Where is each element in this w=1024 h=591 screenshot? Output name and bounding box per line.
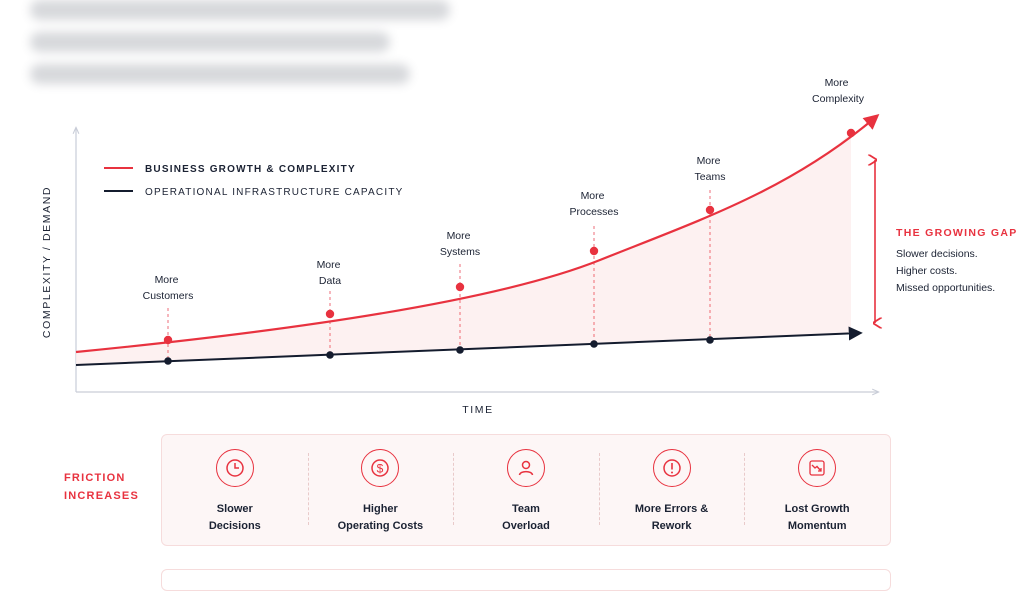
chart-down-icon: [798, 449, 837, 487]
capacity-point: [590, 340, 598, 348]
next-section-edge: [161, 569, 891, 591]
growth-curve: [75, 114, 880, 354]
capacity-point: [706, 336, 714, 344]
gap-line: Missed opportunities.: [896, 282, 996, 294]
growth-point: [846, 128, 856, 138]
growth-points: [163, 128, 856, 345]
capacity-point: [164, 357, 172, 365]
impact-errors-rework: More Errors & Rework: [598, 435, 745, 545]
blurred-header: [30, 0, 450, 96]
impact-higher-costs: $ Higher Operating Costs: [307, 435, 454, 545]
impact-label: Slower Decisions: [208, 503, 261, 532]
legend: BUSINESS GROWTH & COMPLEXITY OPERATIONAL…: [104, 164, 404, 198]
impact-lost-momentum: Lost Growth Momentum: [744, 435, 890, 545]
capacity-point: [326, 351, 334, 359]
annotation-systems: More Systems: [440, 230, 480, 258]
legend-label-capacity: OPERATIONAL INFRASTRUCTURE CAPACITY: [145, 187, 404, 198]
growth-point: [705, 205, 715, 215]
alert-icon: [652, 449, 691, 487]
annotation-teams: More Teams: [695, 155, 726, 183]
gap-line: Slower decisions.: [896, 248, 978, 260]
impact-label: Higher Operating Costs: [337, 503, 424, 532]
y-axis-label: COMPLEXITY / DEMAND: [41, 186, 53, 338]
capacity-point: [456, 346, 464, 354]
impact-panel: Slower Decisions $ Higher Operating Costs …: [161, 434, 891, 546]
friction-label: FRICTION INCREASES: [64, 472, 139, 502]
x-axis-label: TIME: [462, 404, 493, 416]
annotation-complexity: More Complexity: [812, 77, 865, 105]
growth-point: [455, 282, 465, 292]
svg-text:$: $: [377, 462, 384, 476]
annotations: More Customers More Data More Systems Mo…: [143, 77, 865, 302]
impact-slower-decisions: Slower Decisions: [162, 435, 308, 545]
dollar-icon: $: [361, 449, 400, 487]
impact-team-overload: Team Overload: [453, 435, 599, 545]
growth-point: [589, 246, 599, 256]
growth-point: [163, 335, 173, 345]
impact-label: More Errors & Rework: [634, 503, 709, 532]
person-icon: [506, 449, 545, 487]
impact-label: Lost Growth Momentum: [784, 503, 850, 532]
impact-label: Team Overload: [502, 503, 550, 532]
gap-description: Slower decisions. Higher costs. Missed o…: [896, 246, 995, 297]
growth-gap-diagram: COMPLEXITY / DEMAND TIME More Custom: [41, 77, 1024, 416]
clock-icon: [215, 449, 254, 487]
gap-title: THE GROWING GAP: [896, 227, 1018, 239]
annotation-processes: More Processes: [569, 190, 618, 218]
capacity-line: [75, 326, 863, 366]
legend-label-growth: BUSINESS GROWTH & COMPLEXITY: [145, 164, 356, 175]
growth-point: [325, 309, 335, 319]
annotation-customers: More Customers: [143, 274, 194, 302]
capacity-points: [164, 336, 714, 365]
annotation-data: More Data: [317, 259, 344, 287]
gap-area: [76, 133, 851, 365]
gap-line: Higher costs.: [896, 265, 958, 277]
